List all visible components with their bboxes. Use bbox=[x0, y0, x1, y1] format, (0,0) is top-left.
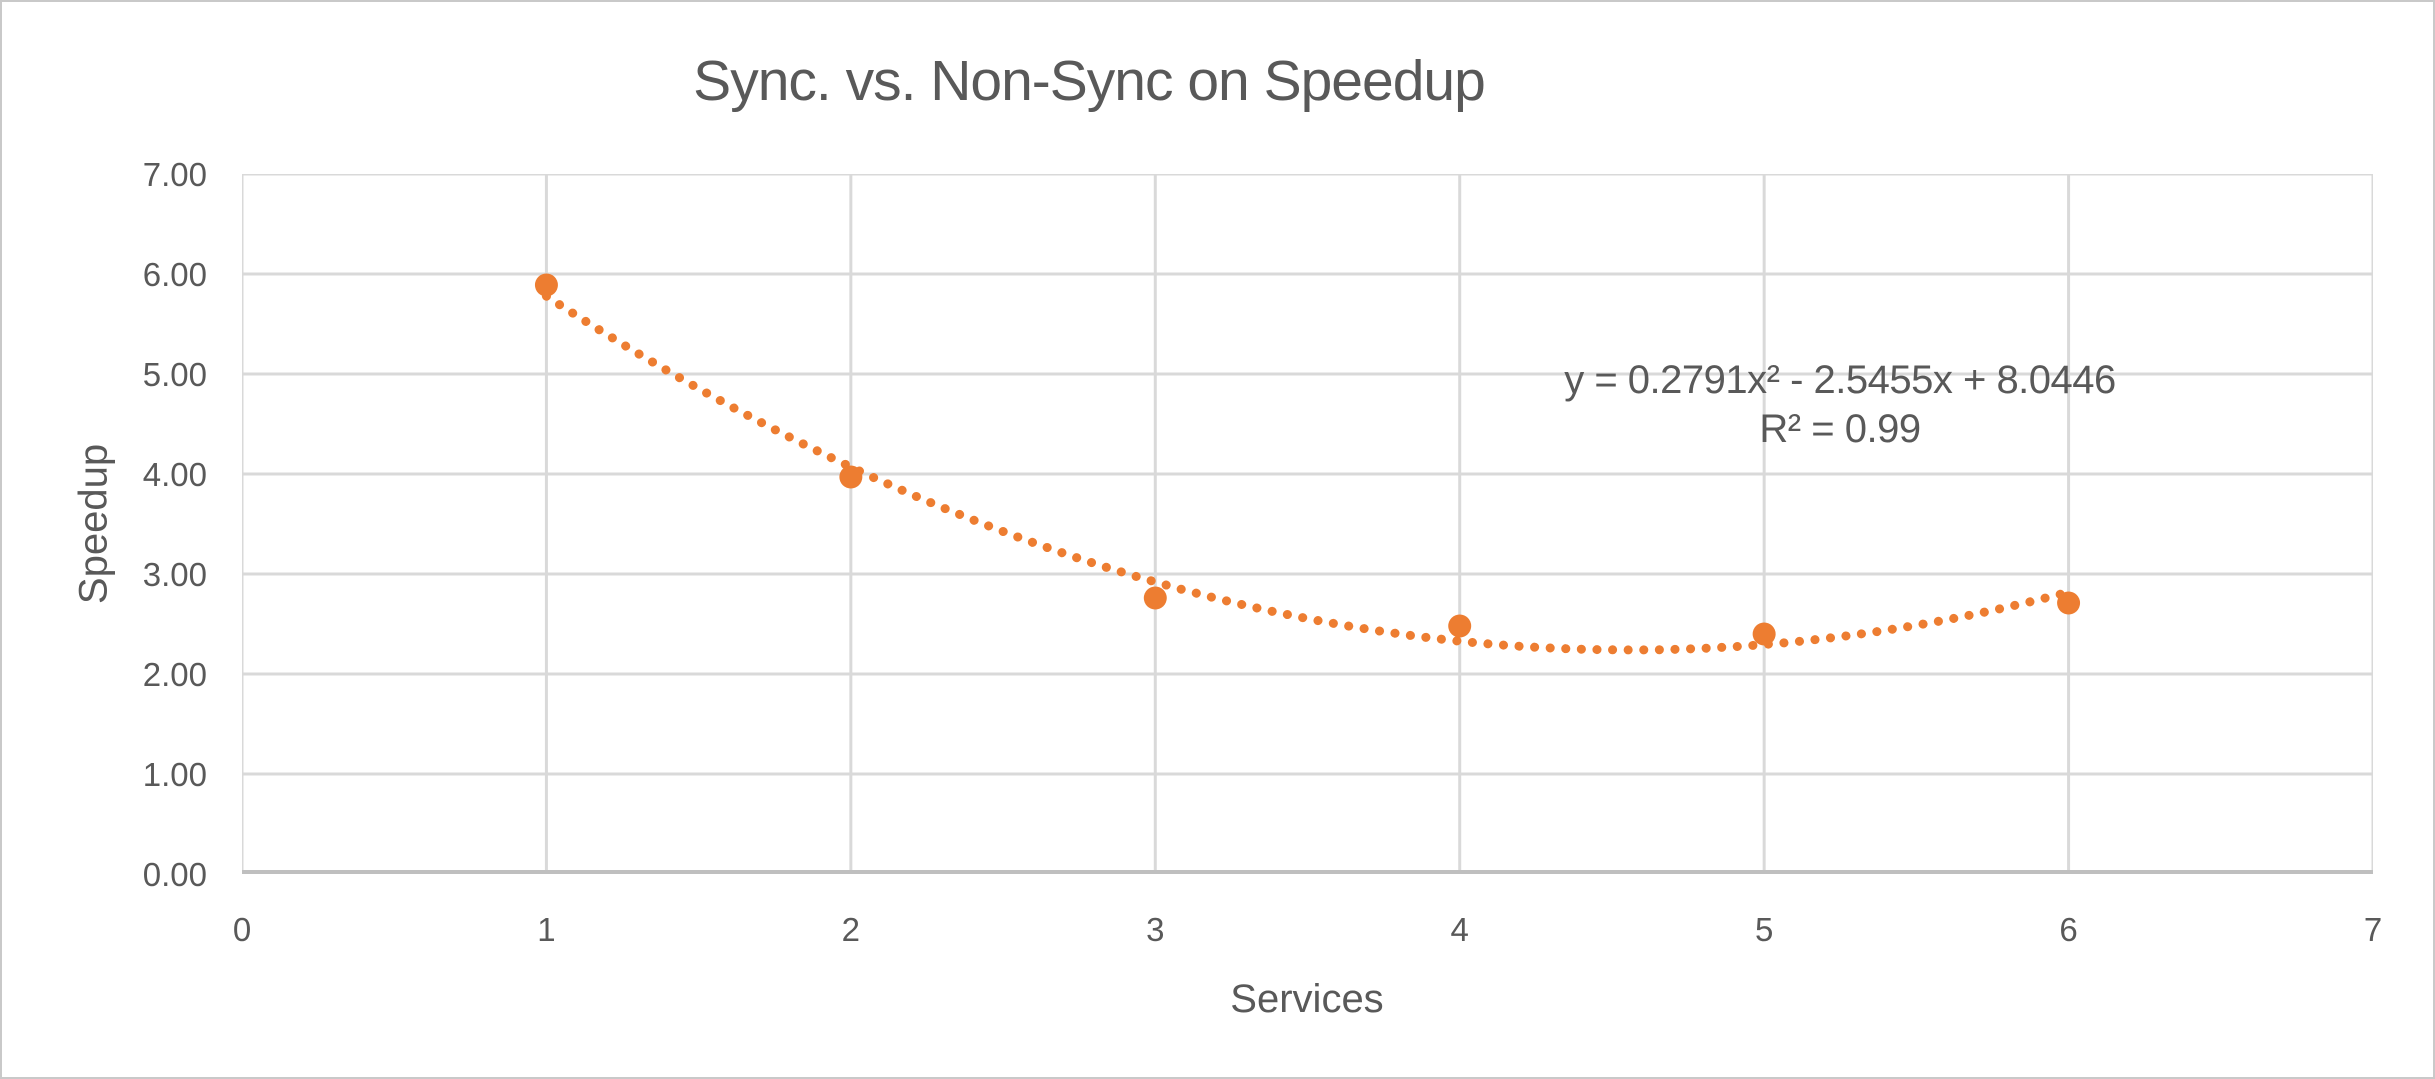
x-tick-label: 1 bbox=[537, 911, 556, 948]
y-tick-label: 0.00 bbox=[142, 855, 207, 893]
x-tick-label: 7 bbox=[2363, 911, 2383, 948]
x-tick-label: 0 bbox=[232, 911, 252, 948]
data-point bbox=[1143, 586, 1167, 610]
y-tick-label: 1.00 bbox=[142, 755, 207, 793]
x-tick-label: 2 bbox=[841, 911, 861, 948]
data-point bbox=[2057, 591, 2081, 615]
y-tick-label: 6.00 bbox=[142, 255, 207, 293]
data-point bbox=[1752, 622, 1776, 646]
y-tick-label: 3.00 bbox=[142, 555, 207, 593]
x-tick-label: 5 bbox=[1754, 911, 1774, 948]
plot-area bbox=[242, 174, 2373, 874]
trendline-dotted bbox=[541, 291, 2074, 655]
trendline-equation-line: y = 0.2791x² - 2.5455x + 8.0446 bbox=[1564, 358, 2116, 402]
y-tick-label: 4.00 bbox=[142, 455, 207, 493]
data-point bbox=[839, 465, 863, 489]
data-point bbox=[1448, 614, 1472, 638]
x-tick-label: 6 bbox=[2059, 911, 2078, 948]
y-tick-label: 5.00 bbox=[142, 355, 207, 393]
trendline-r-squared: R² = 0.99 bbox=[1759, 407, 1921, 451]
x-tick-label: 4 bbox=[1450, 911, 1469, 948]
data-point bbox=[534, 273, 558, 297]
trendline-equation: y = 0.2791x² - 2.5455x + 8.0446 R² = 0.9… bbox=[1564, 356, 2116, 454]
x-tick-label: 3 bbox=[1146, 911, 1165, 948]
y-tick-label: 2.00 bbox=[142, 655, 207, 693]
y-tick-label: 7.00 bbox=[142, 155, 207, 193]
chart-title: Sync. vs. Non-Sync on Speedup bbox=[693, 49, 1486, 113]
x-axis-title: Services bbox=[1230, 977, 1384, 1021]
